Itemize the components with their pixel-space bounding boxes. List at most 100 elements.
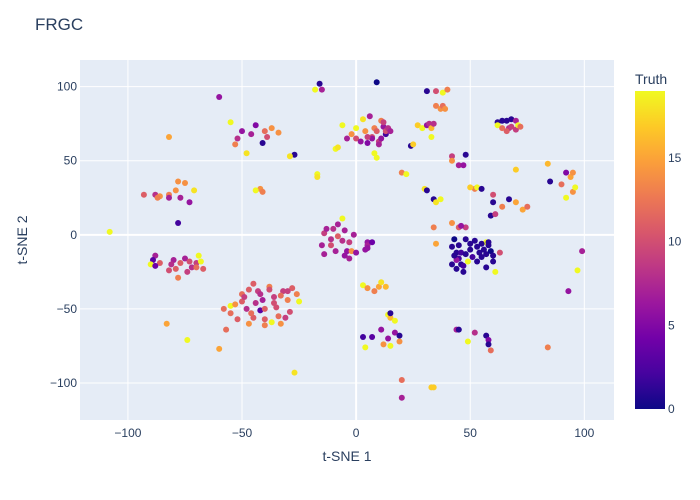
scatter-point [519,206,526,213]
scatter-point [220,305,227,312]
scatter-point [360,116,366,123]
scatter-point [152,252,159,259]
scatter-point [328,236,334,243]
scatter-point [259,140,266,146]
scatter-point [544,344,551,351]
scatter-point [154,194,161,201]
scatter-point [369,239,376,246]
scatter-point [499,117,506,124]
scatter-point [512,126,519,133]
scatter-point [182,180,188,186]
scatter-point [403,171,410,178]
scatter-point [234,316,241,323]
scatter-point [277,320,284,327]
scatter-point [252,187,259,194]
scatter-point [451,252,458,259]
scatter-point [569,188,576,195]
scatter-point [227,119,234,126]
scatter-point [172,265,179,272]
scatter-point [334,144,341,151]
colorbar-tick-label: 5 [668,318,675,332]
scatter-point [451,236,458,243]
scatter-point [243,150,250,157]
scatter-point [266,286,273,293]
scatter-point [460,268,467,275]
scatter-point [373,79,380,86]
scatter-point [321,251,328,258]
x-tick-label: 0 [353,426,360,440]
scatter-point [410,141,417,148]
scatter-point [442,105,449,112]
scatter-point [373,128,380,135]
chart-title: FRGC [35,15,83,34]
scatter-point [572,184,579,191]
scatter-point [378,279,385,286]
scatter-point [289,285,296,292]
scatter-point [455,326,462,333]
colorbar-tick-label: 0 [668,402,675,416]
scatter-point [387,310,394,317]
scatter-point [464,338,471,345]
scatter-point [293,291,300,298]
scatter-point [268,319,275,326]
scatter-point [508,123,515,130]
scatter-point [563,194,570,201]
scatter-point [387,128,394,135]
y-tick-label: −100 [50,376,77,390]
scatter-point [487,248,494,255]
scatter-point [480,246,487,253]
scatter-point [261,305,268,312]
scatter-point [414,122,421,129]
scatter-point [147,261,154,268]
scatter-point [353,125,360,132]
scatter-point [547,178,554,185]
scatter-point [243,305,250,312]
scatter-point [430,224,437,231]
scatter-point [364,285,371,292]
scatter-point [330,225,337,232]
scatter-point [378,326,385,333]
scatter-point [140,191,147,198]
scatter-point [252,300,259,306]
scatter-point [471,329,478,336]
scatter-point [378,135,385,142]
scatter-point [449,243,455,250]
scatter-point [271,294,277,300]
scatter-point [150,257,156,263]
scatter-point [496,249,503,256]
scatter-point [232,141,239,148]
scatter-point [449,153,455,160]
scatter-point [252,122,259,129]
scatter-point [490,252,497,259]
scatter-point [485,341,492,348]
scatter-point [433,240,439,247]
x-tick-label: −100 [114,426,141,440]
scatter-point [499,203,506,210]
scatter-point [382,283,389,290]
scatter-point [430,120,437,127]
scatter-point [565,288,572,295]
scatter-point [245,286,252,293]
scatter-point [380,123,387,130]
scatter-point [232,301,239,308]
scatter-point [250,314,257,321]
y-tick-label: −50 [57,302,78,316]
scatter-point [391,329,398,336]
scatter-point [512,199,519,206]
scatter-point [485,337,492,343]
scatter-point [172,187,179,194]
scatter-point [184,337,191,343]
scatter-point [464,258,471,265]
scatter-point [316,80,323,87]
scatter-point [574,267,581,274]
scatter-point [467,184,474,191]
scatter-point [398,394,405,401]
scatter-point [177,260,184,266]
scatter-point [458,249,465,256]
scatter-point [353,135,360,142]
scatter-point [485,239,492,246]
y-axis: −100 −50 0 50 100 [50,80,77,390]
scatter-point [175,178,182,185]
grid-lines [80,60,614,420]
